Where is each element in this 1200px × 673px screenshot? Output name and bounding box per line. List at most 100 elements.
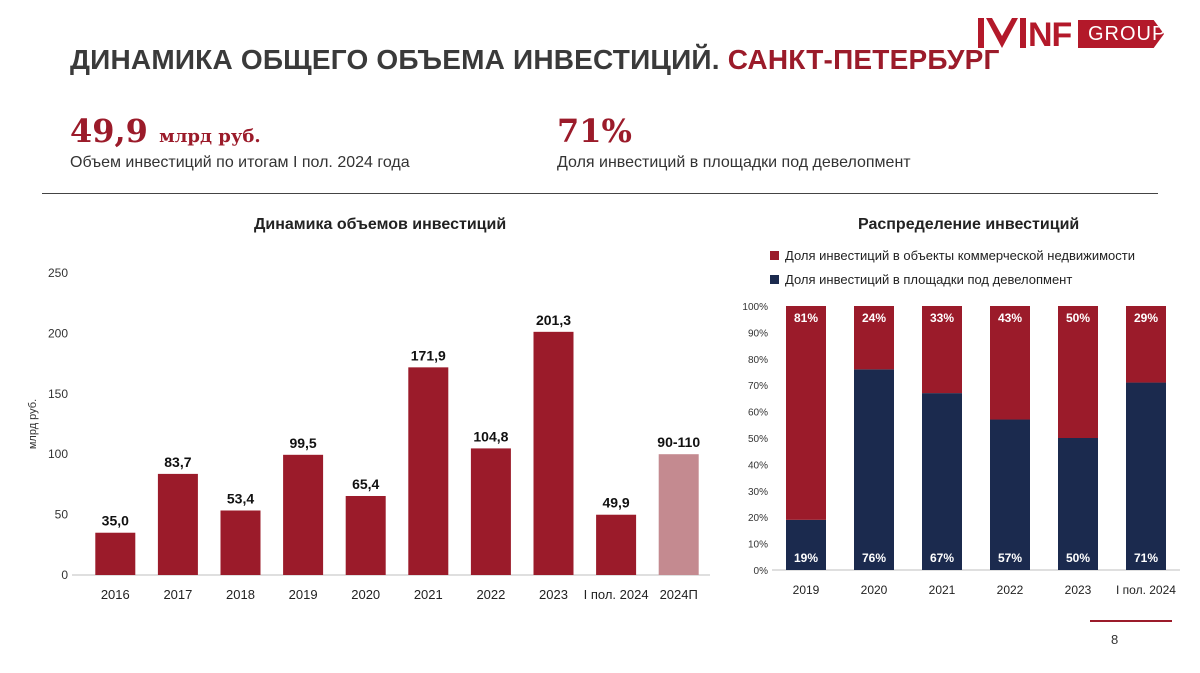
page-title-city: САНКТ-ПЕТЕРБУРГ xyxy=(727,44,1000,75)
commercial-share-label: 33% xyxy=(930,311,954,325)
bar-value-label: 171,9 xyxy=(411,347,446,363)
x-tick-label: 2016 xyxy=(101,587,130,602)
bar-value-label: 104,8 xyxy=(473,428,508,444)
commercial-share-label: 24% xyxy=(862,311,886,325)
bar xyxy=(95,532,136,575)
commercial-share-label: 29% xyxy=(1134,311,1158,325)
x-tick-label: 2024П xyxy=(660,587,698,602)
y-tick-label: 100% xyxy=(742,302,768,313)
commercial-share-label: 43% xyxy=(998,311,1022,325)
investment-volume-chart: 0 50 100 150 200 250 млрд руб. 35,0 2016 83,7 2017… xyxy=(27,266,710,602)
bar-segment-commercial xyxy=(922,306,962,394)
bar xyxy=(470,448,511,575)
x-tick-label: I пол. 2024 xyxy=(584,587,649,602)
kpi-share-desc: Доля инвестиций в площадки под девелопме… xyxy=(557,154,911,171)
bar-chart-title: Динамика объемов инвестиций xyxy=(254,216,507,233)
bar-value-label: 201,3 xyxy=(536,312,571,328)
y-tick-label: 100 xyxy=(48,447,68,461)
x-tick-label: 2020 xyxy=(861,583,888,597)
x-tick-label: 2023 xyxy=(539,587,568,602)
section-divider xyxy=(42,193,1158,194)
x-tick-label: 2023 xyxy=(1065,583,1092,597)
development-share-label: 19% xyxy=(794,551,818,565)
y-tick-label: 50% xyxy=(748,434,768,445)
page-title: ДИНАМИКА ОБЩЕГО ОБЪЕМА ИНВЕСТИЦИЙ. САНКТ… xyxy=(70,44,1000,76)
y-tick-label: 50 xyxy=(55,508,69,522)
bar-value-label: 53,4 xyxy=(227,490,254,506)
bar-segment-development xyxy=(1126,382,1166,570)
logo-tag: GROUP xyxy=(1078,20,1164,48)
logo-m-mark-icon xyxy=(978,18,1026,48)
x-tick-label: 2022 xyxy=(476,587,505,602)
bar-segment-development xyxy=(854,369,894,570)
bar-segment-commercial xyxy=(854,306,894,370)
commercial-share-label: 81% xyxy=(794,311,818,325)
development-share-label: 67% xyxy=(930,551,954,565)
legend-swatch-commercial xyxy=(770,251,779,260)
y-tick-label: 10% xyxy=(748,540,768,551)
bar xyxy=(157,473,198,575)
bar-segment-commercial xyxy=(1058,306,1098,438)
legend-item-development: Доля инвестиций в площадки под девелопме… xyxy=(770,272,1072,287)
y-tick-label: 30% xyxy=(748,487,768,498)
legend-item-commercial: Доля инвестиций в объекты коммерческой н… xyxy=(770,248,1135,263)
bar xyxy=(345,495,386,575)
bar-value-label: 90-110 xyxy=(657,434,700,450)
y-tick-label: 250 xyxy=(48,266,68,280)
bar xyxy=(596,514,637,575)
bar-value-label: 99,5 xyxy=(289,435,316,451)
y-tick-label: 150 xyxy=(48,387,68,401)
bar-segment-development xyxy=(1058,438,1098,570)
y-tick-label: 0% xyxy=(754,566,769,577)
bar xyxy=(658,454,699,575)
bar-segment-development xyxy=(922,393,962,570)
bar-segment-commercial xyxy=(1126,306,1166,383)
kpi-volume-unit: млрд руб. xyxy=(159,126,261,147)
y-tick-label: 90% xyxy=(748,328,768,339)
bar xyxy=(533,331,574,575)
kpi-volume-desc: Объем инвестиций по итогам I пол. 2024 г… xyxy=(70,154,410,171)
x-tick-label: 2021 xyxy=(414,587,443,602)
legend-swatch-development xyxy=(770,275,779,284)
x-tick-label: 2019 xyxy=(289,587,318,602)
page-accent-line xyxy=(1090,620,1172,622)
kpi-share-value: 71% xyxy=(557,112,632,150)
y-tick-label: 20% xyxy=(748,513,768,524)
page-title-main: ДИНАМИКА ОБЩЕГО ОБЪЕМА ИНВЕСТИЦИЙ. xyxy=(70,44,720,75)
y-axis-label: млрд руб. xyxy=(27,399,39,449)
x-tick-label: 2018 xyxy=(226,587,255,602)
commercial-share-label: 50% xyxy=(1066,311,1090,325)
bar-value-label: 49,9 xyxy=(602,495,629,511)
legend-label-commercial: Доля инвестиций в объекты коммерческой н… xyxy=(785,248,1135,263)
x-tick-label: 2022 xyxy=(997,583,1024,597)
bar-segment-commercial xyxy=(990,306,1030,420)
bar-segment-commercial xyxy=(786,306,826,520)
bar-value-label: 35,0 xyxy=(102,513,129,529)
kpi-share: 71% Доля инвестиций в площадки под девел… xyxy=(557,112,911,172)
bar xyxy=(408,367,449,575)
y-tick-label: 70% xyxy=(748,381,768,392)
bar-value-label: 65,4 xyxy=(352,476,379,492)
y-tick-label: 40% xyxy=(748,460,768,471)
bar-segment-development xyxy=(786,519,826,570)
bar-segment-development xyxy=(990,419,1030,570)
kpi-volume-value-line: 49,9 млрд руб. xyxy=(70,112,410,150)
bar-value-label: 83,7 xyxy=(164,454,191,470)
development-share-label: 50% xyxy=(1066,551,1090,565)
investment-distribution-chart: 0% 10% 20% 30% 40% 50% 60% 70% 80% 90% 100% 81% 19% 2… xyxy=(742,302,1180,597)
page-number: 8 xyxy=(1111,632,1119,647)
logo-word: NF xyxy=(1028,16,1072,54)
development-share-label: 76% xyxy=(862,551,886,565)
development-share-label: 71% xyxy=(1134,551,1158,565)
kpi-volume: 49,9 млрд руб. Объем инвестиций по итога… xyxy=(70,112,410,172)
y-tick-label: 0 xyxy=(61,568,68,582)
x-tick-label: 2017 xyxy=(163,587,192,602)
x-tick-label: 2021 xyxy=(929,583,956,597)
kpi-volume-value: 49,9 xyxy=(70,112,148,150)
y-tick-label: 200 xyxy=(48,326,68,340)
stacked-chart-title: Распределение инвестиций xyxy=(858,216,1080,233)
bar xyxy=(220,510,261,575)
y-tick-label: 60% xyxy=(748,408,768,419)
legend-label-development: Доля инвестиций в площадки под девелопме… xyxy=(785,272,1073,287)
company-logo: NF GROUP xyxy=(978,14,1174,54)
